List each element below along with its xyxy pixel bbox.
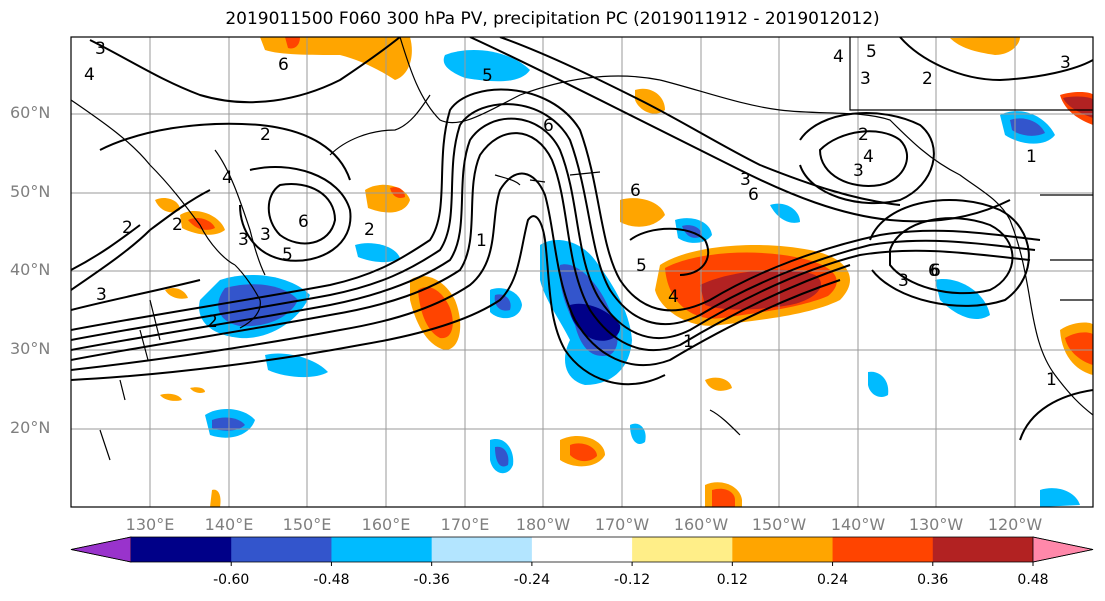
colorbar-frame xyxy=(70,536,1094,563)
figure-title: 2019011500 F060 300 hPa PV, precipitatio… xyxy=(225,9,880,29)
lon-label: 160°E xyxy=(361,515,411,534)
contour-label: 5 xyxy=(866,42,877,62)
contour-label: 3 xyxy=(260,225,271,245)
contour-label: 6 xyxy=(278,55,289,75)
colorbar-segment xyxy=(531,537,633,562)
contour-label: 2 xyxy=(858,125,869,145)
contour-label: 5 xyxy=(282,245,293,265)
colorbar-tick-label: 0.12 xyxy=(716,572,748,588)
contour-label: 4 xyxy=(668,287,679,307)
colorbar-segment xyxy=(331,537,433,562)
contour-label: 1 xyxy=(476,231,487,251)
contour-label: 6 xyxy=(928,261,939,281)
colorbar-tick-label: -0.48 xyxy=(313,572,350,588)
colorbar xyxy=(70,536,1094,566)
lon-label: 170°W xyxy=(594,515,650,534)
contour-label: 6 xyxy=(543,116,554,136)
contour-label: 2 xyxy=(122,218,133,238)
colorbar-segment xyxy=(231,537,332,562)
colorbar-tick-label: -0.60 xyxy=(213,572,250,588)
lon-label: 130°E xyxy=(125,515,175,534)
lat-label: 30°N xyxy=(10,339,51,358)
contour-label: 3 xyxy=(860,69,871,89)
contour-label: 2 xyxy=(172,215,183,235)
contour-label: 3 xyxy=(740,170,751,190)
lon-label: 180°W xyxy=(515,515,571,534)
contour-label: 4 xyxy=(222,168,233,188)
graticule xyxy=(71,37,1093,507)
colorbar-tick-label: 0.60 xyxy=(1098,572,1105,588)
contour-label: 1 xyxy=(1026,147,1037,167)
colorbar-segment xyxy=(832,537,934,562)
colorbar-tick-label: -0.12 xyxy=(613,572,651,588)
contour-label: 2 xyxy=(207,312,218,332)
contour-label: 2 xyxy=(922,69,933,89)
contour-label: 4 xyxy=(84,65,95,85)
contour-label: 1 xyxy=(683,332,694,352)
lat-label: 40°N xyxy=(10,260,51,279)
colorbar-segment xyxy=(70,536,132,563)
colorbar-segment xyxy=(632,537,733,562)
pv-contours xyxy=(71,37,1093,441)
lon-label: 150°W xyxy=(751,515,807,534)
colorbar-segment xyxy=(131,537,232,562)
colorbar-tick-label: -0.36 xyxy=(413,572,450,588)
contour-label: 1 xyxy=(1046,370,1057,390)
lon-label: 130°W xyxy=(908,515,964,534)
colorbar-tick-label: -0.24 xyxy=(513,572,550,588)
colorbar-segment xyxy=(431,537,533,562)
colorbar-segment xyxy=(1032,536,1094,563)
map-frame xyxy=(70,36,1094,508)
contour-label: 2 xyxy=(364,220,375,240)
contour-label: 3 xyxy=(1060,53,1071,73)
contour-label: 3 xyxy=(898,271,909,291)
lon-label: 140°W xyxy=(830,515,886,534)
contour-label: 3 xyxy=(96,285,107,305)
lon-label: 170°E xyxy=(440,515,490,534)
contour-label: 5 xyxy=(636,256,647,276)
contour-label: 3 xyxy=(95,39,106,59)
contour-label: 6 xyxy=(298,212,309,232)
lon-label: 140°E xyxy=(204,515,254,534)
contour-label: 4 xyxy=(863,147,874,167)
colorbar-segment xyxy=(732,537,834,562)
lon-label: 160°W xyxy=(673,515,729,534)
contour-label: 6 xyxy=(930,261,941,281)
colorbar-tick-label: 0.24 xyxy=(816,572,849,588)
lat-label: 50°N xyxy=(10,182,51,201)
contour-label: 6 xyxy=(748,185,759,205)
contour-label: 3 xyxy=(853,161,864,181)
lat-label: 20°N xyxy=(10,418,51,437)
lon-label: 150°E xyxy=(282,515,332,534)
contour-label: 6 xyxy=(630,181,641,201)
lat-label: 60°N xyxy=(10,103,51,122)
lon-label: 120°W xyxy=(987,515,1043,534)
contour-label: 4 xyxy=(833,47,844,67)
contour-labels: 3 4 6 2 5 6 2 3 2 5 6 3 4 2 3 1 6 6 4 2 … xyxy=(84,39,1071,390)
contour-label: 3 xyxy=(238,230,249,250)
coastlines xyxy=(71,37,1093,461)
colorbar-tick-label: 0.36 xyxy=(917,572,949,588)
colorbar-tick-label: 0.48 xyxy=(1017,572,1049,588)
colorbar-segment xyxy=(932,537,1034,562)
contour-label: 5 xyxy=(482,66,493,86)
contour-label: 2 xyxy=(260,125,271,145)
